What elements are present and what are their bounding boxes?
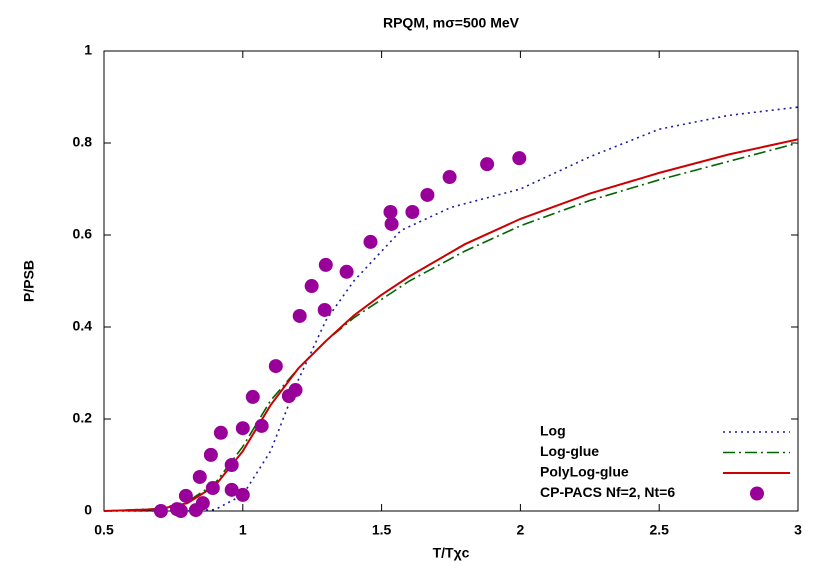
data-point: [153, 504, 168, 518]
y-tick-label: 0.4: [73, 318, 93, 334]
data-point: [268, 359, 283, 374]
y-tick-label: 1: [84, 42, 92, 58]
series-line: [103, 142, 799, 512]
data-point: [512, 151, 527, 166]
data-point: [224, 458, 239, 472]
legend-label: Log: [540, 423, 566, 439]
data-point: [318, 257, 333, 272]
plot-frame: [103, 50, 799, 512]
data-point: [205, 481, 220, 495]
data-point: [442, 170, 457, 185]
data-point: [245, 389, 260, 404]
data-point: [383, 205, 398, 219]
data-point: [420, 187, 435, 202]
x-tick-label: 1: [239, 522, 247, 538]
data-point: [292, 308, 307, 323]
data-point: [480, 157, 495, 172]
y-tick-label: 0: [84, 502, 92, 518]
y-tick-label: 0.8: [73, 134, 93, 150]
x-tick-label: 0.5: [94, 522, 114, 538]
chart-title: RPQM, mσ=500 MeV: [383, 15, 520, 31]
data-point: [384, 216, 399, 231]
data-point: [254, 418, 269, 433]
data-point: [405, 205, 420, 219]
series-line: [104, 106, 799, 512]
legend-label: Log-glue: [540, 443, 599, 459]
data-point: [288, 383, 303, 398]
data-point: [235, 487, 250, 502]
series-line: [103, 138, 799, 512]
legend-marker: [750, 486, 764, 501]
data-point: [213, 425, 228, 440]
y-axis-label: P/PSB: [21, 260, 37, 302]
y-tick-label: 0.6: [73, 226, 93, 242]
data-point: [224, 482, 239, 497]
data-point: [339, 264, 354, 279]
y-tick-label: 0.2: [73, 410, 93, 426]
data-point: [203, 447, 218, 462]
data-point: [173, 504, 188, 518]
data-point: [363, 234, 378, 249]
x-tick-label: 2: [517, 522, 525, 538]
x-tick-label: 1.5: [372, 522, 392, 538]
data-point: [235, 421, 250, 436]
legend-label: PolyLog-glue: [540, 464, 629, 480]
data-point: [178, 488, 193, 503]
data-point: [317, 302, 332, 317]
data-point: [304, 279, 319, 294]
x-tick-label: 3: [794, 522, 802, 538]
data-point: [195, 496, 210, 511]
data-point: [192, 469, 207, 484]
x-axis-label: T/Tχc: [433, 545, 470, 561]
x-tick-label: 2.5: [649, 522, 669, 538]
legend-label: CP-PACS Nf=2, Nt=6: [540, 484, 675, 500]
